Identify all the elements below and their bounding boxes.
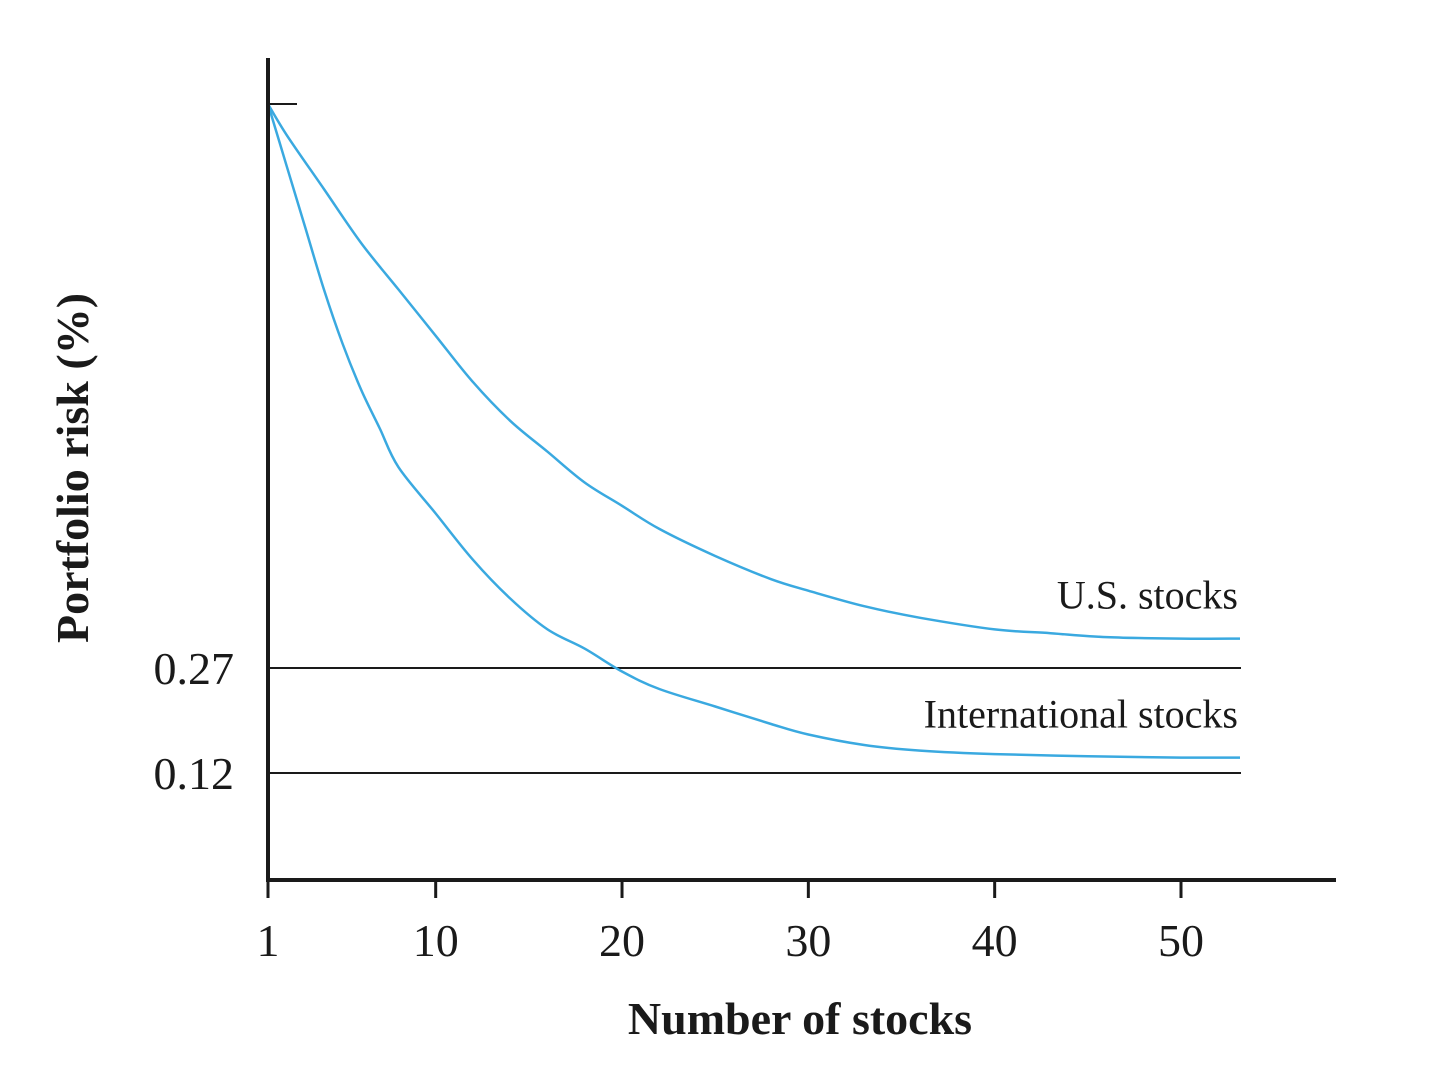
series-line [266,103,1241,640]
y-axis-title: Portfolio risk (%) [47,293,98,643]
x-axis-title: Number of stocks [628,993,972,1044]
series-group [266,103,1241,759]
y-tick-label: 0.27 [154,643,235,694]
x-tick-label: 20 [599,915,645,966]
x-tick-label: 50 [1158,915,1204,966]
series-label: U.S. stocks [1057,573,1238,618]
x-tick-label: 40 [972,915,1018,966]
x-tick-label: 30 [785,915,831,966]
series-labels: U.S. stocks International stocks [924,573,1238,737]
series-label: International stocks [924,692,1238,737]
y-ticks: 0.27 0.12 [154,643,235,799]
x-ticks: 1 10 20 30 40 50 [257,880,1204,966]
reference-lines [268,667,1241,774]
y-tick-label: 0.12 [154,748,235,799]
x-tick-label: 1 [257,915,280,966]
axes [266,58,1336,882]
x-tick-label: 10 [413,915,459,966]
series-line [266,103,1241,759]
